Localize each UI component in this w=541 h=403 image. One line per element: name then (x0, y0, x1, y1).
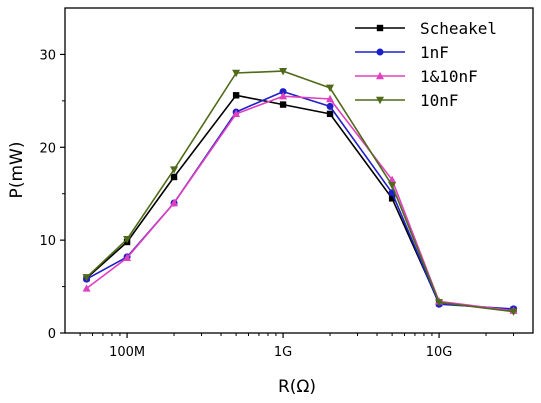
data-point (388, 182, 397, 190)
y-tick-label: 30 (39, 48, 56, 63)
data-point (326, 110, 334, 118)
x-tick-label: 1G (274, 345, 292, 360)
data-point (232, 109, 241, 118)
data-point (509, 308, 518, 316)
data-point (388, 195, 396, 202)
data-point (326, 102, 334, 110)
series-line (86, 90, 514, 310)
series-line (86, 94, 514, 311)
legend-item: 10nF (355, 91, 459, 110)
legend-marker (376, 48, 384, 56)
series-layer (82, 67, 518, 316)
series-1-10nf (82, 92, 518, 314)
x-tick-label: 100M (109, 345, 145, 360)
x-tick-label: 10G (426, 345, 453, 360)
data-point (232, 92, 240, 99)
legend-label: Scheakel (420, 19, 497, 38)
legend-item: Scheakel (355, 19, 497, 38)
data-point (123, 253, 132, 261)
y-tick-label: 20 (39, 141, 56, 156)
data-point (232, 69, 241, 78)
legend-item: 1&10nF (355, 67, 478, 86)
legend: Scheakel 1nF 1&10nF 10nF (355, 19, 497, 110)
legend-marker (376, 71, 384, 80)
series-scheakel (83, 92, 517, 313)
data-point (170, 198, 179, 207)
legend-marker (376, 24, 384, 32)
y-tick-label: 10 (39, 234, 56, 249)
legend-label: 1&10nF (420, 67, 478, 86)
y-tick-label: 0 (48, 327, 56, 342)
data-point (326, 94, 335, 103)
legend-label: 1nF (420, 43, 449, 62)
series-10nf (82, 67, 518, 316)
legend-marker (376, 96, 384, 105)
x-axis-title: R(Ω) (278, 377, 316, 397)
data-point (170, 173, 178, 181)
data-point (279, 92, 288, 100)
series-1nf (83, 88, 518, 313)
legend-item: 1nF (355, 43, 449, 62)
data-point (435, 299, 444, 307)
data-point (123, 236, 132, 244)
data-point (82, 284, 91, 292)
data-point (279, 101, 287, 108)
data-point (170, 166, 179, 174)
data-point (279, 67, 288, 76)
data-point (279, 88, 287, 96)
legend-label: 10nF (420, 91, 459, 110)
data-point (82, 274, 91, 282)
data-point (326, 84, 335, 93)
y-axis-title: P(mW) (7, 142, 27, 199)
axes: 0 10 20 30 100M 1G 10G (39, 48, 515, 360)
plot-frame (64, 7, 534, 334)
